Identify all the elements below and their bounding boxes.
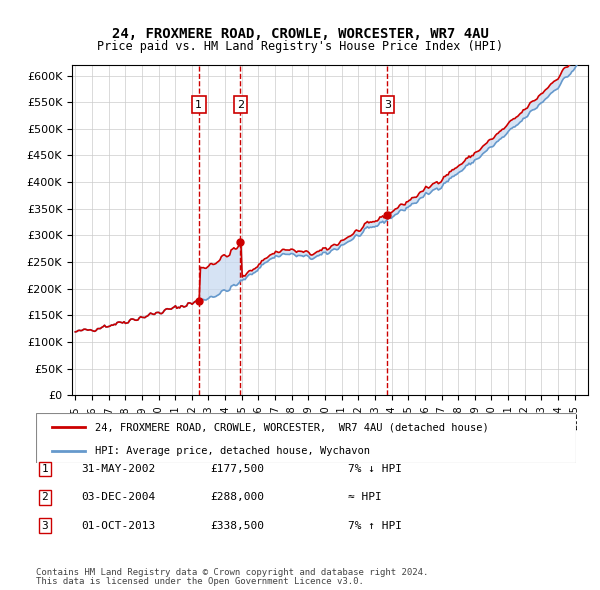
Text: 3: 3 <box>41 521 49 530</box>
Text: 2: 2 <box>237 100 244 110</box>
Text: 7% ↓ HPI: 7% ↓ HPI <box>348 464 402 474</box>
Text: 1: 1 <box>41 464 49 474</box>
Text: 24, FROXMERE ROAD, CROWLE, WORCESTER, WR7 4AU: 24, FROXMERE ROAD, CROWLE, WORCESTER, WR… <box>112 27 488 41</box>
Text: £177,500: £177,500 <box>210 464 264 474</box>
Text: Price paid vs. HM Land Registry's House Price Index (HPI): Price paid vs. HM Land Registry's House … <box>97 40 503 53</box>
Text: 2: 2 <box>41 493 49 502</box>
Text: 01-OCT-2013: 01-OCT-2013 <box>81 521 155 530</box>
Text: 03-DEC-2004: 03-DEC-2004 <box>81 493 155 502</box>
Text: ≈ HPI: ≈ HPI <box>348 493 382 502</box>
Text: 3: 3 <box>384 100 391 110</box>
Text: £338,500: £338,500 <box>210 521 264 530</box>
Text: This data is licensed under the Open Government Licence v3.0.: This data is licensed under the Open Gov… <box>36 577 364 586</box>
Text: 24, FROXMERE ROAD, CROWLE, WORCESTER,  WR7 4AU (detached house): 24, FROXMERE ROAD, CROWLE, WORCESTER, WR… <box>95 422 489 432</box>
Text: Contains HM Land Registry data © Crown copyright and database right 2024.: Contains HM Land Registry data © Crown c… <box>36 568 428 576</box>
Text: 1: 1 <box>195 100 202 110</box>
Text: 7% ↑ HPI: 7% ↑ HPI <box>348 521 402 530</box>
Text: 31-MAY-2002: 31-MAY-2002 <box>81 464 155 474</box>
Text: £288,000: £288,000 <box>210 493 264 502</box>
FancyBboxPatch shape <box>36 413 576 463</box>
Text: HPI: Average price, detached house, Wychavon: HPI: Average price, detached house, Wych… <box>95 445 370 455</box>
